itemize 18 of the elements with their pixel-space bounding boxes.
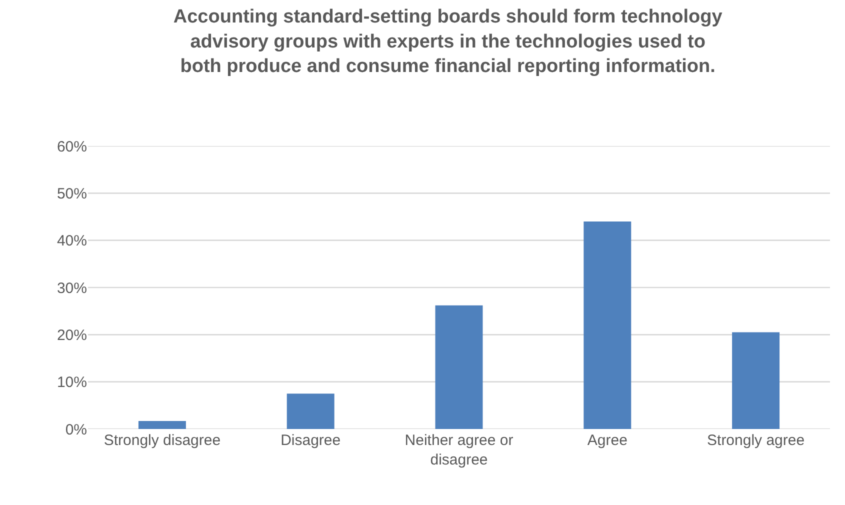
bar <box>286 394 334 429</box>
x-tick-label: Strongly agree <box>707 432 805 449</box>
bar <box>435 305 483 429</box>
y-tick-label: 50% <box>56 185 87 202</box>
chart-title: Accounting standard-setting boards should form technology advisory groups with experts in the technologies used to both produce and consume financial reporting information. <box>173 6 723 78</box>
y-tick-label: 30% <box>56 280 87 297</box>
y-tick-label: 60% <box>56 138 87 156</box>
bar <box>138 420 186 429</box>
bar <box>732 332 780 429</box>
x-tick-label: Strongly disagree <box>104 432 221 449</box>
y-tick-label: 20% <box>56 326 87 344</box>
x-tick-label: Disagree <box>280 432 341 449</box>
x-tick-label: Agree <box>587 432 628 449</box>
y-tick-label: 10% <box>56 374 87 392</box>
y-tick-label: 40% <box>56 232 87 250</box>
x-tick-label: Neither agree or disagree <box>404 432 514 468</box>
bar <box>584 221 632 429</box>
y-tick-label: 0% <box>65 421 87 438</box>
